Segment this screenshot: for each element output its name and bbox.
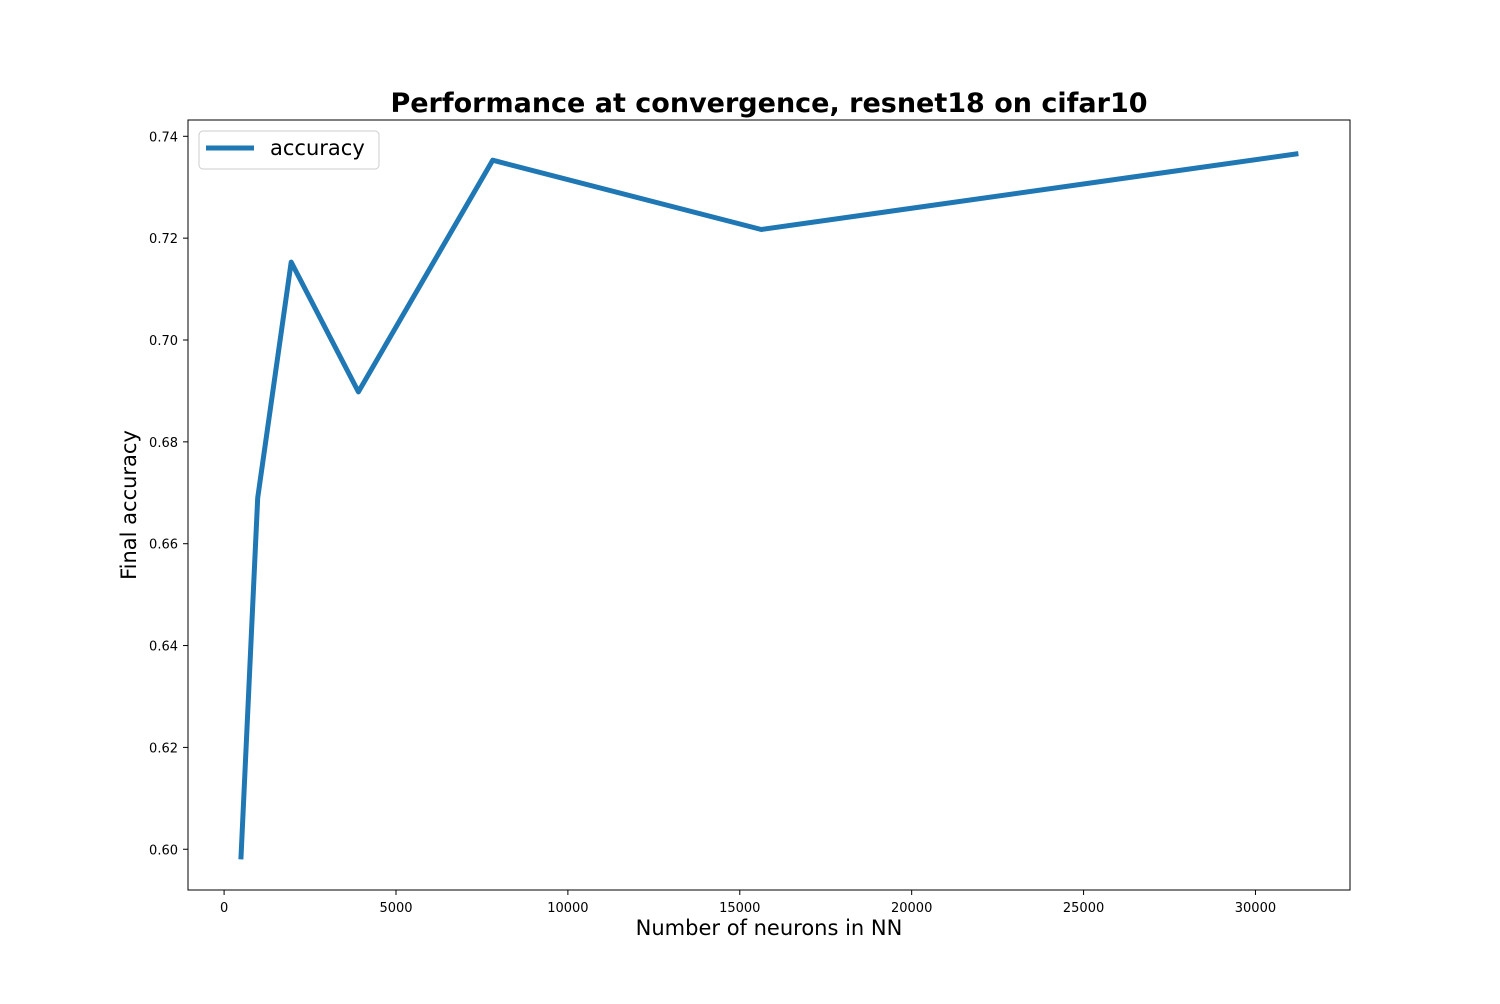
y-tick-label: 0.60 — [149, 843, 178, 858]
legend-label-accuracy: accuracy — [270, 136, 365, 160]
y-tick-label: 0.70 — [149, 334, 178, 349]
x-axis-label: Number of neurons in NN — [636, 916, 903, 940]
y-axis-label: Final accuracy — [117, 430, 141, 580]
x-tick-label: 0 — [220, 901, 228, 916]
x-axis-ticks: 0 5000 10000 15000 20000 25000 30000 — [220, 890, 1276, 916]
legend-box — [198, 130, 380, 170]
y-tick-label: 0.72 — [149, 232, 178, 247]
plot-area-frame — [187, 119, 1351, 891]
x-tick-label: 30000 — [1235, 901, 1276, 916]
y-axis-ticks: 0.60 0.62 0.64 0.66 0.68 0.70 0.72 0.74 — [149, 130, 188, 858]
x-tick-label: 5000 — [379, 901, 412, 916]
y-tick-label: 0.74 — [149, 130, 178, 145]
series-layer — [238, 151, 1299, 860]
series-line-accuracy — [238, 151, 1299, 860]
x-tick-label: 15000 — [719, 901, 760, 916]
y-tick-label: 0.68 — [149, 436, 178, 451]
x-tick-label: 20000 — [891, 901, 932, 916]
y-tick-label: 0.62 — [149, 741, 178, 756]
legend: accuracy — [198, 130, 380, 170]
x-tick-label: 10000 — [547, 901, 588, 916]
chart-title: Performance at convergence, resnet18 on … — [390, 88, 1147, 119]
y-tick-label: 0.66 — [149, 538, 178, 553]
y-tick-label: 0.64 — [149, 640, 178, 655]
x-tick-label: 25000 — [1063, 901, 1104, 916]
